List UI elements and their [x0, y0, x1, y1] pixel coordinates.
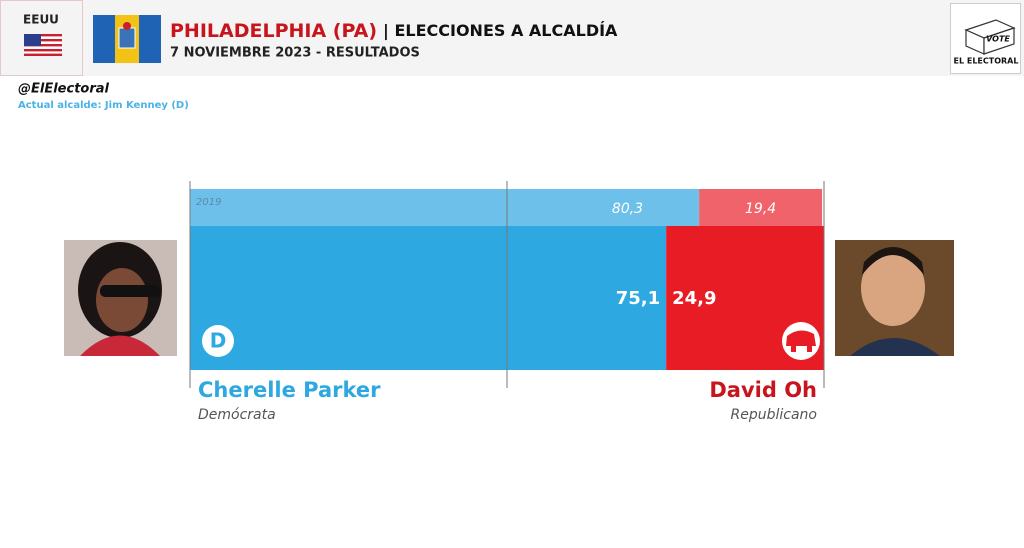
country: EEUU — [23, 13, 59, 27]
value-label: 19,4 — [745, 201, 776, 217]
title: PHILADELPHIA (PA) | ELECCIONES A ALCALDÍA — [170, 20, 618, 42]
value-label: 80,3 — [612, 201, 643, 217]
value-label: 75,1 — [616, 288, 660, 309]
title-place: PHILADELPHIA (PA) — [170, 20, 377, 42]
subtitle: 7 NOVIEMBRE 2023 - RESULTADOS — [170, 46, 420, 61]
note: Actual alcalde: Jim Kenney (D) — [18, 100, 189, 111]
bar-segment — [699, 189, 823, 226]
value-label: 24,9 — [672, 288, 716, 309]
header-band — [0, 0, 1024, 76]
logo-vote: VOTE — [986, 35, 1010, 44]
ballot-box — [964, 19, 1016, 55]
account: @ElElectoral — [18, 82, 110, 97]
party-name: Demócrata — [198, 407, 276, 423]
dem-icon-letter: D — [210, 329, 227, 353]
candidate-name: David Oh — [709, 378, 817, 402]
photo-right — [835, 240, 954, 356]
photo-left — [64, 240, 177, 356]
us-flag — [24, 34, 62, 56]
bar-segment — [190, 189, 700, 226]
candidate-name: Cherelle Parker — [198, 378, 381, 402]
title-suffix: | ELECCIONES A ALCALDÍA — [383, 21, 618, 41]
dem-icon — [202, 325, 234, 357]
category-label: 2019 — [196, 197, 221, 208]
rep-elephant — [786, 330, 816, 352]
logo-brand: EL ELECTORAL — [954, 57, 1019, 66]
philadelphia-flag — [93, 15, 161, 63]
bar-segment — [190, 226, 667, 370]
party-name: Republicano — [731, 407, 817, 423]
